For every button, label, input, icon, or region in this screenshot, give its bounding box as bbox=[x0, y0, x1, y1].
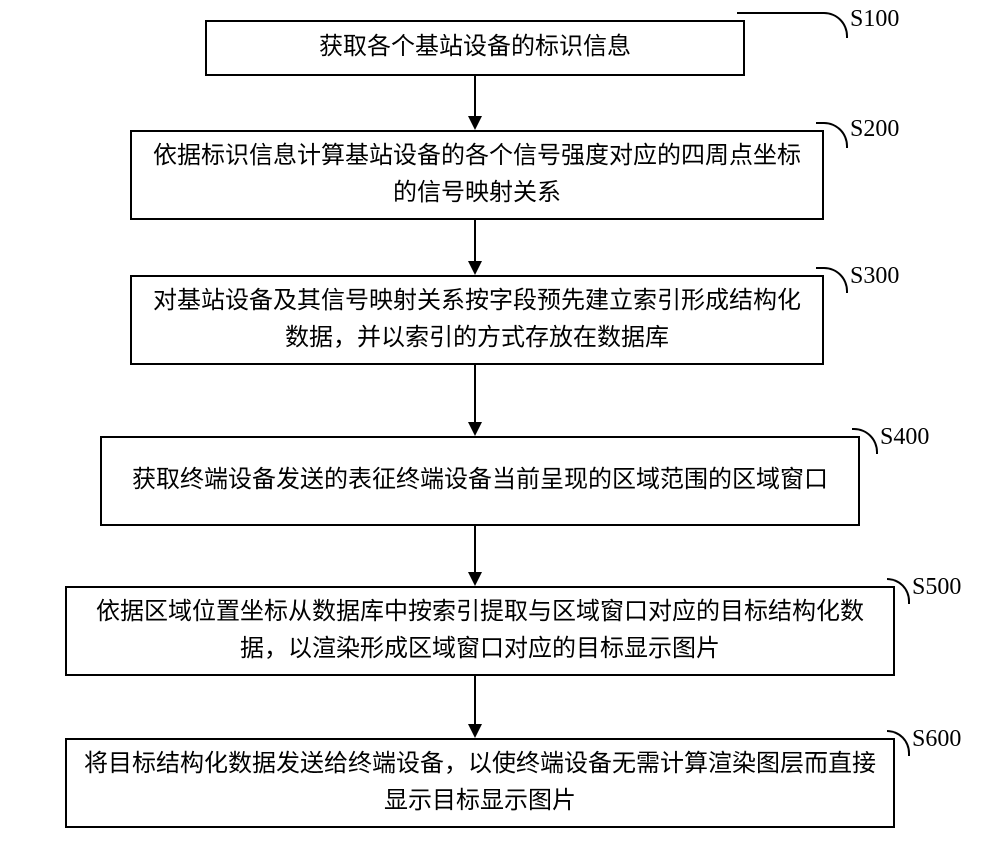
flow-node-s100: 获取各个基站设备的标识信息 bbox=[205, 20, 745, 76]
flow-node-text: 依据标识信息计算基站设备的各个信号强度对应的四周点坐标的信号映射关系 bbox=[146, 138, 808, 212]
label-leader bbox=[852, 428, 878, 454]
flow-node-text: 对基站设备及其信号映射关系按字段预先建立索引形成结构化数据，并以索引的方式存放在… bbox=[146, 283, 808, 357]
label-leader bbox=[887, 578, 910, 604]
label-leader bbox=[816, 122, 848, 148]
edge-s200-s300 bbox=[474, 220, 476, 261]
flow-node-s200: 依据标识信息计算基站设备的各个信号强度对应的四周点坐标的信号映射关系 bbox=[130, 130, 824, 220]
label-leader bbox=[816, 267, 848, 293]
edge-s300-s400 bbox=[474, 365, 476, 422]
arrow-head-icon bbox=[468, 724, 482, 738]
arrow-head-icon bbox=[468, 422, 482, 436]
step-label-s300: S300 bbox=[850, 263, 899, 290]
step-label-s200: S200 bbox=[850, 116, 899, 143]
arrow-head-icon bbox=[468, 261, 482, 275]
step-label-s400: S400 bbox=[880, 424, 929, 451]
step-label-s100: S100 bbox=[850, 6, 899, 33]
flow-node-text: 将目标结构化数据发送给终端设备，以使终端设备无需计算渲染图层而直接显示目标显示图… bbox=[81, 746, 879, 820]
label-leader bbox=[737, 12, 848, 38]
label-leader bbox=[887, 730, 910, 756]
flow-node-s500: 依据区域位置坐标从数据库中按索引提取与区域窗口对应的目标结构化数据，以渲染形成区… bbox=[65, 586, 895, 676]
flow-node-s600: 将目标结构化数据发送给终端设备，以使终端设备无需计算渲染图层而直接显示目标显示图… bbox=[65, 738, 895, 828]
arrow-head-icon bbox=[468, 572, 482, 586]
flow-node-text: 获取终端设备发送的表征终端设备当前呈现的区域范围的区域窗口 bbox=[132, 462, 828, 499]
edge-s100-s200 bbox=[474, 76, 476, 116]
flow-node-text: 获取各个基站设备的标识信息 bbox=[319, 29, 631, 66]
flow-node-text: 依据区域位置坐标从数据库中按索引提取与区域窗口对应的目标结构化数据，以渲染形成区… bbox=[81, 594, 879, 668]
flow-node-s300: 对基站设备及其信号映射关系按字段预先建立索引形成结构化数据，并以索引的方式存放在… bbox=[130, 275, 824, 365]
edge-s400-s500 bbox=[474, 526, 476, 572]
flow-node-s400: 获取终端设备发送的表征终端设备当前呈现的区域范围的区域窗口 bbox=[100, 436, 860, 526]
arrow-head-icon bbox=[468, 116, 482, 130]
step-label-s500: S500 bbox=[912, 574, 961, 601]
edge-s500-s600 bbox=[474, 676, 476, 724]
step-label-s600: S600 bbox=[912, 726, 961, 753]
